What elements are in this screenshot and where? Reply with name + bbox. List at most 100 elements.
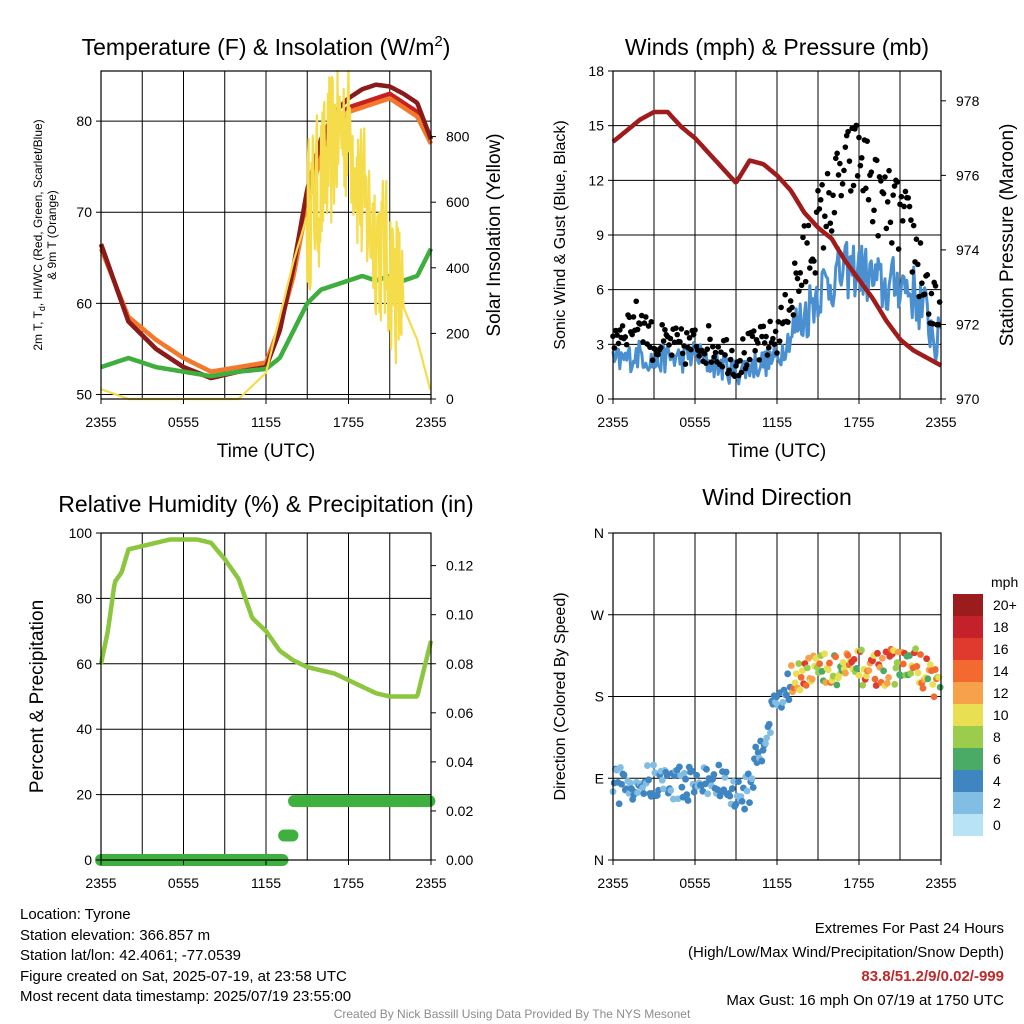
subscript-d: d <box>37 306 47 311</box>
direction-point <box>721 773 729 781</box>
gust-point <box>679 350 686 357</box>
gust-point <box>626 314 633 321</box>
gust-point <box>766 344 772 351</box>
direction-point <box>710 771 718 778</box>
direction-point <box>923 655 931 663</box>
x-tick-label: 0555 <box>168 414 199 430</box>
gust-point <box>741 350 747 356</box>
y2-tick-label: 0.04 <box>446 754 473 770</box>
gust-point <box>925 311 932 317</box>
gust-point <box>674 331 681 338</box>
gust-point <box>854 173 861 179</box>
y-tick-label: 3 <box>596 336 604 352</box>
colorbar-label: 20+ <box>993 597 1017 613</box>
gust-point <box>711 354 717 360</box>
gust-point <box>770 335 776 342</box>
direction-point <box>844 651 852 659</box>
direction-point <box>929 681 937 688</box>
direction-point <box>878 654 886 662</box>
direction-point <box>738 797 746 805</box>
gust-point <box>798 282 805 289</box>
direction-point <box>899 660 907 668</box>
direction-point <box>744 770 752 778</box>
chart-panel-1: Temperature (F) & Insolation (W/m2)2355 0… <box>31 33 505 462</box>
gust-point <box>832 155 839 162</box>
y-axis-title: Direction (Colored By Speed) <box>552 592 569 800</box>
x-tick-label: 2355 <box>415 875 446 891</box>
gust-point <box>793 270 799 276</box>
gust-point <box>772 328 779 335</box>
direction-point <box>690 788 698 796</box>
gust-point <box>729 347 735 354</box>
direction-point <box>892 664 900 672</box>
gust-point <box>884 199 891 205</box>
gust-point <box>746 356 753 363</box>
y-tick-label: 80 <box>76 113 92 129</box>
gust-point <box>756 357 763 363</box>
latlon-label: Station lat/lon: 42.4061; -77.0539 <box>20 947 242 964</box>
y-tick-label: 70 <box>76 204 92 220</box>
direction-point <box>907 670 915 677</box>
x-tick-label: 1755 <box>843 414 874 430</box>
chart-panel-4: Wind Direction mph 20+ 18 16 14 12 10 8 6 4 2 0 2355 0… <box>552 484 1018 891</box>
colorbar-label: 8 <box>993 729 1001 745</box>
gust-point <box>634 326 641 333</box>
gust-point <box>875 232 881 239</box>
gust-point <box>812 270 819 276</box>
direction-point <box>749 784 757 791</box>
y-tick-label: 80 <box>76 590 92 606</box>
direction-point <box>763 734 771 742</box>
x-axis-title: Time (UTC) <box>728 441 827 462</box>
gust-point <box>820 245 827 251</box>
direction-point <box>615 800 623 808</box>
gust-point <box>718 349 724 356</box>
gust-point <box>785 319 791 325</box>
direction-point <box>853 664 860 672</box>
gust-point <box>787 298 794 304</box>
gust-point <box>856 134 862 141</box>
direction-point <box>885 674 892 681</box>
gust-point <box>767 318 773 325</box>
gust-point <box>701 350 708 357</box>
gust-point <box>897 201 903 208</box>
gust-point <box>677 339 683 345</box>
x-tick-label: 1155 <box>251 875 281 891</box>
gust-point <box>873 157 880 164</box>
gust-point <box>817 197 824 203</box>
extremes-panel: Extremes For Past 24 Hours (High/Low/Max… <box>688 917 1004 1013</box>
direction-point <box>931 666 939 673</box>
direction-point <box>667 786 675 794</box>
gust-point <box>641 320 648 326</box>
direction-point <box>639 784 646 792</box>
direction-point <box>678 783 686 791</box>
y2-tick-label: 0.00 <box>446 852 473 868</box>
gust-point <box>869 218 876 225</box>
gust-point <box>790 312 797 318</box>
y-tick-label: 100 <box>69 525 93 541</box>
gust-point <box>630 314 637 320</box>
x-tick-label: 0555 <box>679 875 710 891</box>
gust-point <box>865 196 872 203</box>
direction-point <box>816 660 824 668</box>
gust-point <box>666 342 672 348</box>
colorbar-swatch <box>953 792 983 814</box>
gust-point <box>612 327 619 334</box>
gust-point <box>845 128 851 135</box>
y-tick-label: 60 <box>76 656 92 672</box>
gust-point <box>823 223 829 230</box>
direction-point <box>741 805 749 813</box>
gust-point <box>831 209 838 216</box>
y2-tick-label: 800 <box>446 129 470 145</box>
gust-point <box>853 122 860 129</box>
direction-point <box>634 789 641 797</box>
gust-point <box>801 223 808 229</box>
gust-point <box>839 181 846 187</box>
colorbar-label: 14 <box>993 663 1009 679</box>
gust-point <box>686 335 693 341</box>
x-tick-label: 1155 <box>762 875 792 891</box>
direction-point <box>752 743 760 751</box>
chart-panel-3: Relative Humidity (%) & Precipitation (i… <box>27 491 474 891</box>
gust-point <box>615 340 622 347</box>
gust-point <box>909 269 916 275</box>
gust-point <box>880 190 887 197</box>
